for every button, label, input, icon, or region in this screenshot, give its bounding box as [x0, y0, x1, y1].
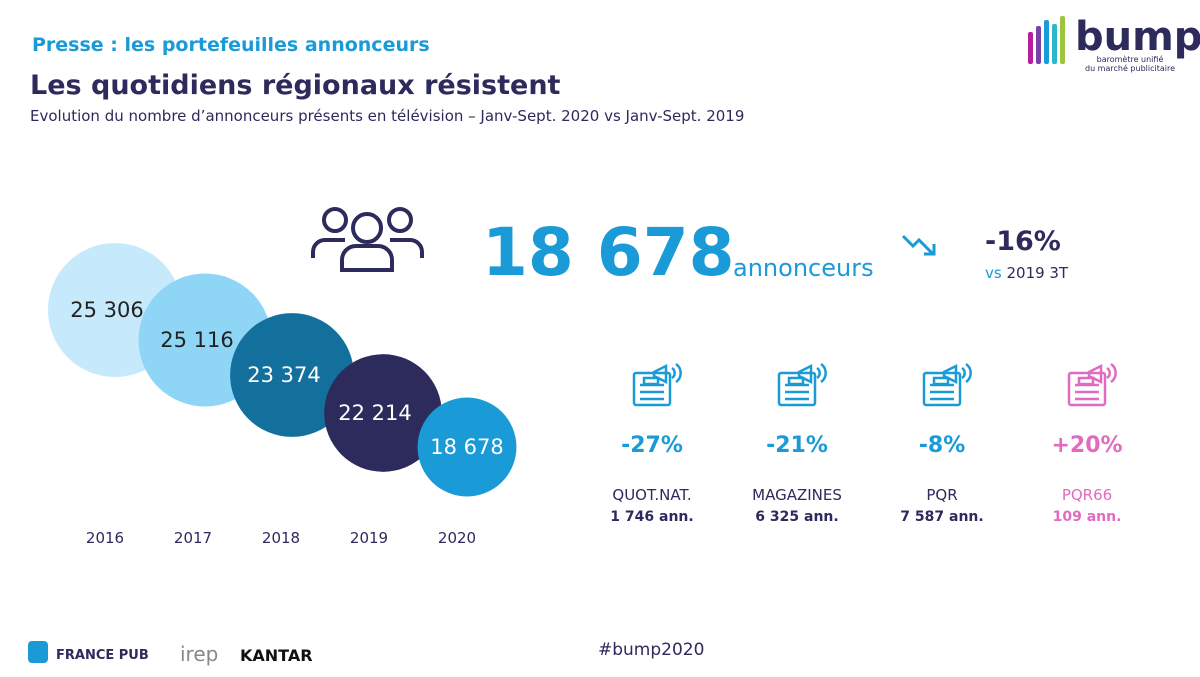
icon-part [922, 371, 962, 407]
partner: KANTAR [240, 646, 313, 665]
segment-change: -27% [621, 433, 683, 458]
bubble-label: 22 214 [338, 401, 411, 425]
headline-change: -16% [985, 226, 1061, 257]
icon-part [640, 376, 664, 401]
segment-name: PQR66 [1062, 486, 1112, 504]
bubble-label: 23 374 [247, 363, 320, 387]
partner: irep [180, 642, 218, 666]
title: Les quotidiens régionaux résistent [30, 70, 561, 101]
icon-part [797, 362, 827, 385]
icon-part [1087, 362, 1117, 385]
icon-part [652, 362, 682, 385]
compare-prefix: vs [985, 264, 1002, 282]
bubble-label: 25 116 [160, 328, 233, 352]
bubble-label: 25 306 [70, 298, 143, 322]
partner: FRANCE PUB [56, 648, 149, 663]
down-arrow-icon [901, 234, 936, 256]
logo-name: bump [1075, 14, 1200, 60]
hashtag: #bump2020 [598, 640, 704, 660]
logo-tagline: du marché publicitaire [1085, 63, 1175, 73]
icon-part [942, 362, 972, 385]
press-icon [777, 362, 827, 407]
compare-period: 2019 3T [1006, 264, 1068, 282]
bubble [417, 397, 517, 497]
icon-part [1075, 376, 1099, 401]
icon-part [930, 376, 954, 401]
headline-compare: vs 2019 3T [985, 264, 1069, 282]
press-icon [922, 362, 972, 407]
year-label: 2020 [438, 529, 476, 547]
segment-change: -21% [766, 433, 828, 458]
subtitle: Evolution du nombre d’annonceurs présent… [30, 107, 745, 125]
headline-value: 18 678 [482, 214, 735, 291]
icon-part [632, 371, 672, 407]
press-icon [1067, 362, 1117, 407]
kicker: Presse : les portefeuilles annonceurs [32, 34, 430, 56]
headline-unit: annonceurs [733, 254, 874, 282]
press-icon [632, 362, 682, 407]
bubble-label: 18 678 [430, 435, 503, 459]
segment-name: PQR [926, 486, 957, 504]
year-label: 2019 [350, 529, 388, 547]
people-icon [311, 207, 424, 272]
icon-part [1067, 371, 1107, 407]
year-label: 2017 [174, 529, 212, 547]
partner-logos: FRANCE PUB irep KANTAR [28, 641, 313, 666]
segment-name: MAGAZINES [752, 486, 842, 504]
logo-bars [1028, 16, 1065, 64]
year-label: 2016 [86, 529, 124, 547]
icon-part [777, 371, 817, 407]
bubble [230, 313, 354, 437]
segment-count: 109 ann. [1053, 509, 1122, 525]
bubble [324, 354, 442, 472]
icon-part [785, 376, 809, 401]
segment-count: 1 746 ann. [610, 509, 693, 525]
year-label: 2018 [262, 529, 300, 547]
segment-name: QUOT.NAT. [612, 486, 691, 504]
segment-count: 7 587 ann. [900, 509, 983, 525]
segment-count: 6 325 ann. [755, 509, 838, 525]
logo-tagline: baromètre unifié [1097, 54, 1164, 64]
segment-change: +20% [1051, 433, 1122, 458]
segment-change: -8% [919, 433, 965, 458]
